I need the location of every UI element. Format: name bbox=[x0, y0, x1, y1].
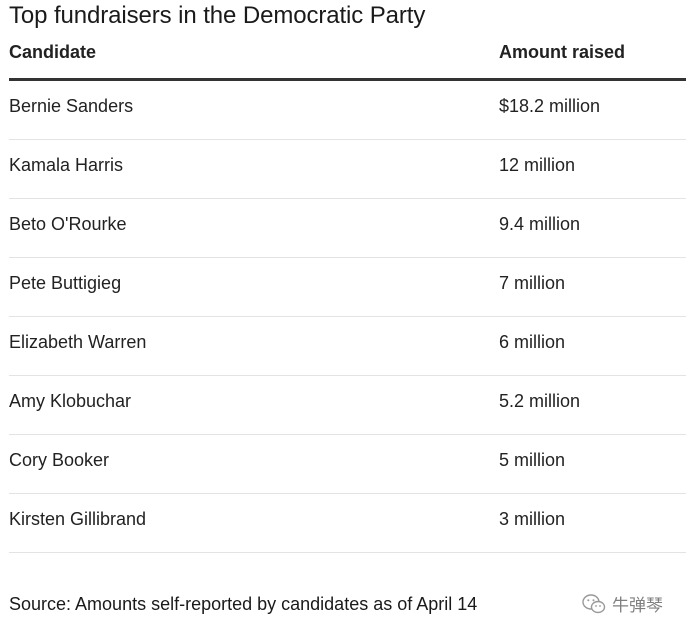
table-row: Elizabeth Warren 6 million bbox=[9, 317, 686, 376]
table-row: Cory Booker 5 million bbox=[9, 435, 686, 494]
table-row: Bernie Sanders $18.2 million bbox=[9, 81, 686, 140]
amount-raised: 5.2 million bbox=[499, 391, 581, 411]
amount-raised: $18.2 million bbox=[499, 96, 601, 116]
column-header-candidate: Candidate bbox=[9, 42, 97, 62]
candidate-name: Kamala Harris bbox=[9, 155, 124, 175]
table-body: Bernie Sanders $18.2 million Kamala Harris… bbox=[9, 81, 686, 553]
amount-raised: 5 million bbox=[499, 450, 566, 470]
candidate-name: Kirsten Gillibrand bbox=[9, 509, 147, 529]
amount-raised: 12 million bbox=[499, 155, 576, 175]
amount-raised: 6 million bbox=[499, 332, 566, 352]
amount-raised: 3 million bbox=[499, 509, 566, 529]
watermark-text: 牛弹琴 bbox=[612, 596, 663, 616]
candidate-name: Beto O'Rourke bbox=[9, 214, 127, 234]
watermark: 牛弹琴 bbox=[582, 591, 663, 616]
table-row: Amy Klobuchar 5.2 million bbox=[9, 376, 686, 435]
candidate-name: Pete Buttigieg bbox=[9, 273, 122, 293]
table-row: Kirsten Gillibrand 3 million bbox=[9, 494, 686, 553]
candidate-name: Cory Booker bbox=[9, 450, 110, 470]
amount-raised: 9.4 million bbox=[499, 214, 581, 234]
candidate-name: Amy Klobuchar bbox=[9, 391, 132, 411]
table-row: Beto O'Rourke 9.4 million bbox=[9, 199, 686, 258]
fundraisers-table: Candidate Amount raised Bernie Sanders $1… bbox=[9, 38, 686, 553]
table-row: Kamala Harris 12 million bbox=[9, 140, 686, 199]
candidate-name: Bernie Sanders bbox=[9, 96, 134, 116]
wechat-logo-icon bbox=[582, 593, 606, 613]
amount-raised: 7 million bbox=[499, 273, 566, 293]
column-header-amount: Amount raised bbox=[499, 42, 626, 62]
source-note: Source: Amounts self-reported by candida… bbox=[9, 594, 478, 614]
table-header: Candidate Amount raised bbox=[9, 38, 686, 81]
table-row: Pete Buttigieg 7 million bbox=[9, 258, 686, 317]
candidate-name: Elizabeth Warren bbox=[9, 332, 147, 352]
chart-title: Top fundraisers in the Democratic Party bbox=[9, 2, 426, 29]
